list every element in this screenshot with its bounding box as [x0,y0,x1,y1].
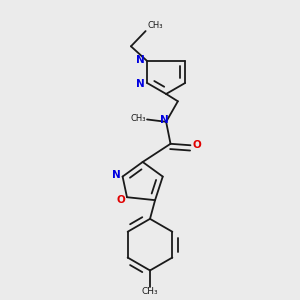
Text: N: N [112,170,121,180]
Text: O: O [193,140,201,150]
Text: CH₃: CH₃ [147,21,163,30]
Text: N: N [136,55,145,64]
Text: CH₃: CH₃ [130,114,146,123]
Text: N: N [160,115,169,125]
Text: O: O [116,195,125,205]
Text: N: N [136,80,145,89]
Text: CH₃: CH₃ [142,287,158,296]
